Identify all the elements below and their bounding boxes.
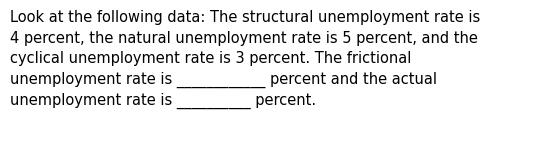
Text: Look at the following data: The structural unemployment rate is
4 percent, the n: Look at the following data: The structur… [10,10,480,109]
